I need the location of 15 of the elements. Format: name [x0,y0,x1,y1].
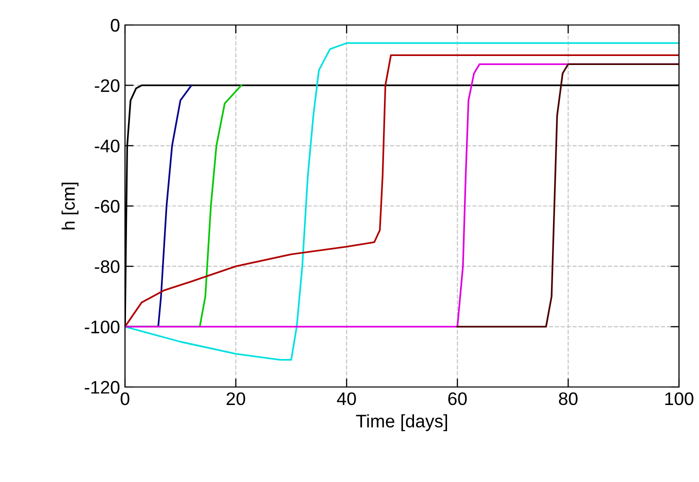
y-tick-label: -100 [84,320,120,334]
x-tick-label: 100 [665,392,694,406]
x-axis-title: Time [days] [356,414,448,432]
y-tick-label: -60 [94,200,120,213]
x-tick-label: 60 [448,392,467,406]
x-tick-label: 40 [336,392,356,406]
y-tick-label: -120 [84,380,120,394]
y-tick-label: -80 [94,260,120,274]
y-axis-title: h [cm] [62,182,78,230]
y-tick-label: -20 [94,79,120,92]
x-tick-label: 20 [226,392,246,406]
x-tick-label: 80 [558,392,578,406]
y-tick-label: -40 [94,140,120,152]
x-tick-label: 0 [120,392,130,406]
y-tick-label: 0 [110,18,120,32]
